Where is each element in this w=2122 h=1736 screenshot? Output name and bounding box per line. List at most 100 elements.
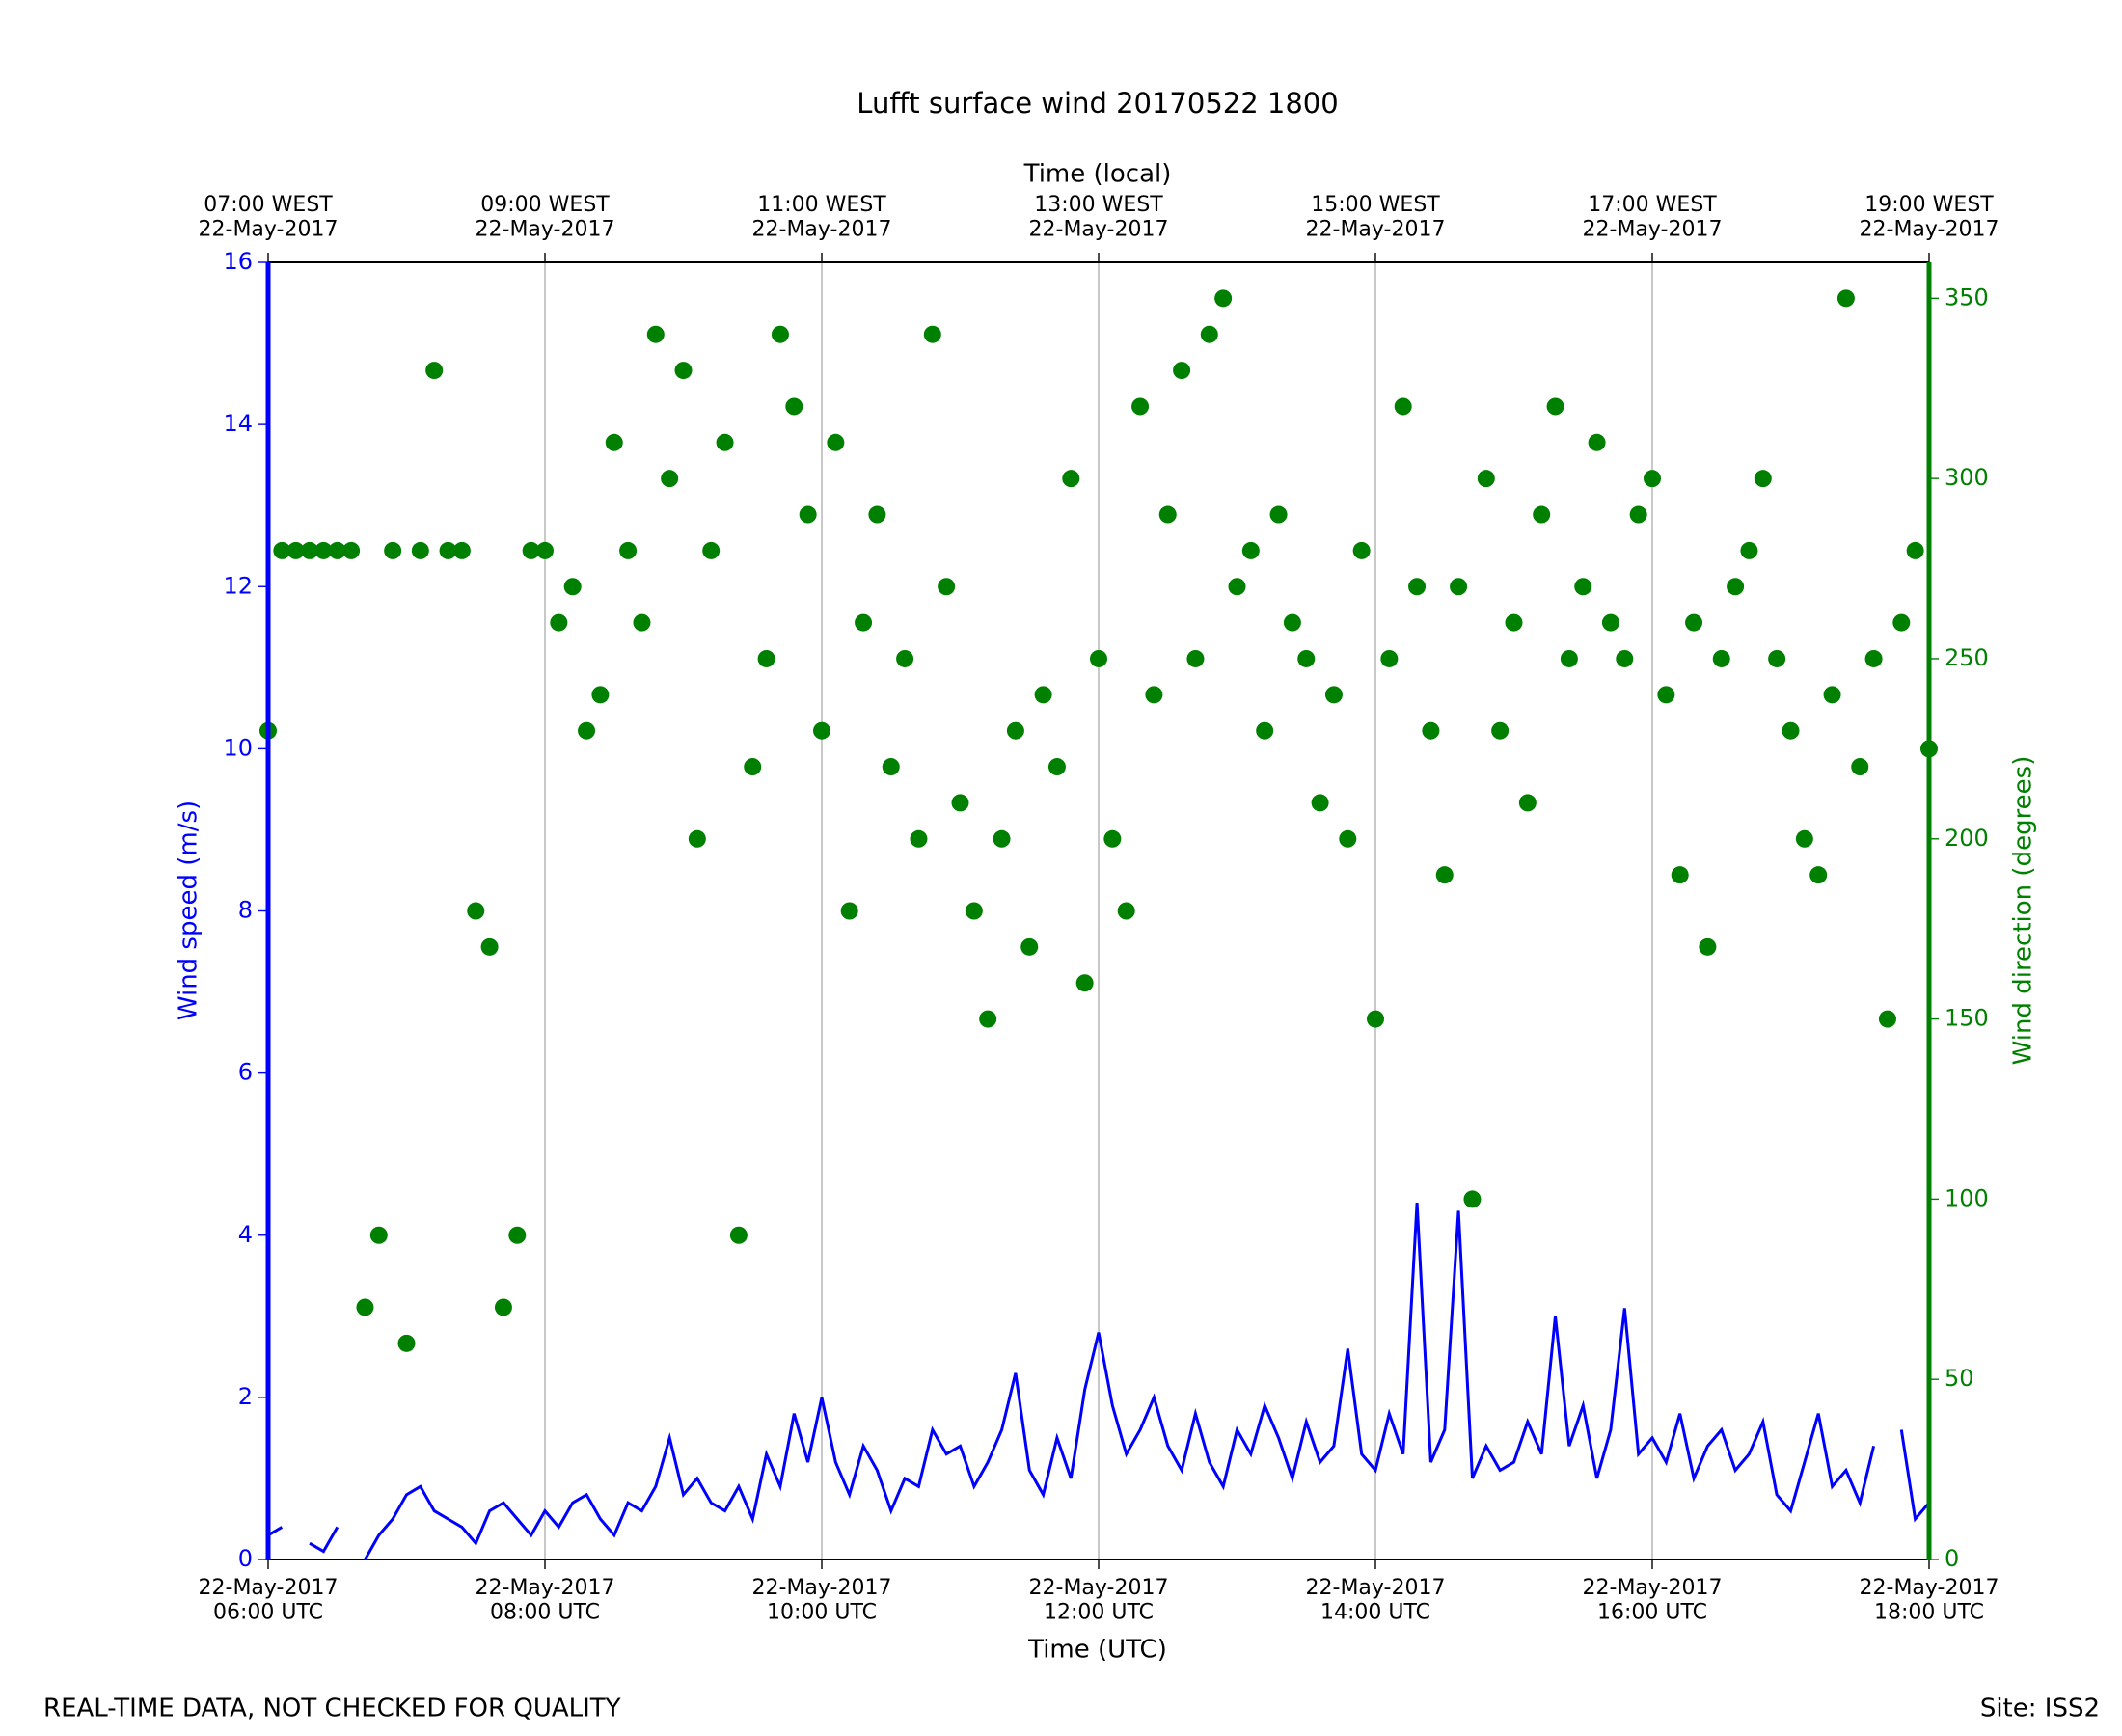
direction-point	[411, 541, 429, 559]
direction-point	[827, 433, 845, 451]
x-tick-label: 22-May-2017 12:00 UTC	[1029, 1576, 1169, 1624]
direction-point	[1131, 397, 1150, 416]
direction-point	[1574, 578, 1592, 596]
y-tick-label: 12	[223, 572, 253, 599]
direction-point	[1450, 578, 1468, 596]
direction-point	[1047, 758, 1066, 776]
direction-point	[1795, 829, 1813, 848]
y-tick-label: 16	[223, 248, 253, 275]
direction-point	[1754, 470, 1772, 488]
direction-point	[1269, 505, 1288, 524]
direction-point	[605, 433, 623, 451]
footer-note: REAL-TIME DATA, NOT CHECKED FOR QUALITY	[43, 1695, 621, 1723]
x-tick-label: 22-May-2017 06:00 UTC	[199, 1576, 339, 1624]
direction-point	[1214, 289, 1233, 308]
direction-point	[979, 1010, 997, 1028]
x2-axis-label: Time (local)	[1023, 160, 1172, 189]
direction-point	[286, 541, 305, 559]
direction-point	[1878, 1010, 1896, 1028]
direction-point	[785, 397, 803, 416]
y-axis-label: Wind speed (m/s)	[175, 800, 204, 1020]
direction-point	[1685, 613, 1703, 632]
direction-point	[868, 505, 886, 524]
direction-point	[1062, 470, 1080, 488]
y-tick-label: 10	[223, 734, 253, 761]
x-tick-label: 22-May-2017 08:00 UTC	[476, 1576, 615, 1624]
direction-point	[1228, 578, 1246, 596]
direction-point	[1075, 974, 1094, 992]
direction-point	[439, 541, 457, 559]
direction-point	[1699, 937, 1717, 956]
direction-point	[1782, 721, 1800, 740]
direction-point	[1864, 649, 1883, 667]
direction-point	[702, 541, 721, 559]
y2-tick-label: 100	[1945, 1184, 1989, 1211]
direction-point	[688, 829, 706, 848]
direction-point	[1712, 649, 1730, 667]
direction-point	[1823, 686, 1841, 704]
direction-point	[1103, 829, 1122, 848]
direction-point	[1034, 686, 1052, 704]
direction-point	[550, 613, 568, 632]
direction-point	[1006, 721, 1024, 740]
direction-point	[896, 649, 914, 667]
y2-tick-label: 50	[1945, 1365, 1974, 1392]
direction-point	[1241, 541, 1260, 559]
direction-point	[494, 1298, 512, 1316]
y2-tick-label: 200	[1945, 825, 1989, 852]
direction-point	[1145, 686, 1163, 704]
direction-point	[301, 541, 319, 559]
direction-point	[1892, 613, 1911, 632]
direction-point	[1477, 470, 1495, 488]
direction-point	[716, 433, 734, 451]
direction-point	[1560, 649, 1578, 667]
direction-point	[1186, 649, 1205, 667]
direction-point	[1020, 937, 1039, 956]
direction-point	[273, 541, 291, 559]
direction-point	[1408, 578, 1427, 596]
x-axis-label: Time (UTC)	[1027, 1636, 1167, 1665]
direction-point	[882, 758, 900, 776]
direction-point	[1588, 433, 1606, 451]
chart-title: Lufft surface wind 20170522 1800	[857, 87, 1338, 120]
direction-point	[1727, 578, 1745, 596]
y-tick-label: 0	[238, 1545, 253, 1572]
direction-point	[467, 902, 485, 920]
direction-point	[452, 541, 471, 559]
x2-tick-label: 17:00 WEST 22-May-2017	[1583, 193, 1723, 241]
direction-point	[1117, 902, 1135, 920]
x-tick-label: 22-May-2017 16:00 UTC	[1583, 1576, 1723, 1624]
direction-point	[1906, 541, 1924, 559]
site-label: Site: ISS2	[1980, 1695, 2100, 1723]
direction-point	[799, 505, 817, 524]
direction-point	[938, 578, 956, 596]
speed-line	[267, 1203, 1931, 1560]
direction-point	[1851, 758, 1869, 776]
y-tick-label: 8	[238, 897, 253, 924]
direction-point	[1740, 541, 1758, 559]
direction-point	[1809, 866, 1828, 884]
direction-point	[591, 686, 610, 704]
direction-point	[1380, 649, 1399, 667]
direction-point	[1173, 362, 1191, 380]
direction-point	[1629, 505, 1647, 524]
direction-point	[1546, 397, 1564, 416]
y-tick-label: 14	[223, 410, 253, 437]
direction-point	[522, 541, 540, 559]
x2-tick-label: 07:00 WEST 22-May-2017	[199, 193, 339, 241]
direction-point	[661, 470, 679, 488]
x2-tick-label: 15:00 WEST 22-May-2017	[1306, 193, 1446, 241]
direction-point	[855, 613, 873, 632]
y2-tick-label: 350	[1945, 284, 1989, 311]
direction-point	[1158, 505, 1177, 524]
direction-point	[1394, 397, 1412, 416]
y2-tick-label: 0	[1945, 1545, 1959, 1572]
direction-point	[397, 1334, 416, 1352]
direction-point	[1601, 613, 1619, 632]
y2-tick-label: 300	[1945, 464, 1989, 491]
direction-point	[314, 541, 333, 559]
direction-point	[1463, 1190, 1482, 1208]
direction-point	[1297, 649, 1316, 667]
direction-point	[1491, 721, 1510, 740]
